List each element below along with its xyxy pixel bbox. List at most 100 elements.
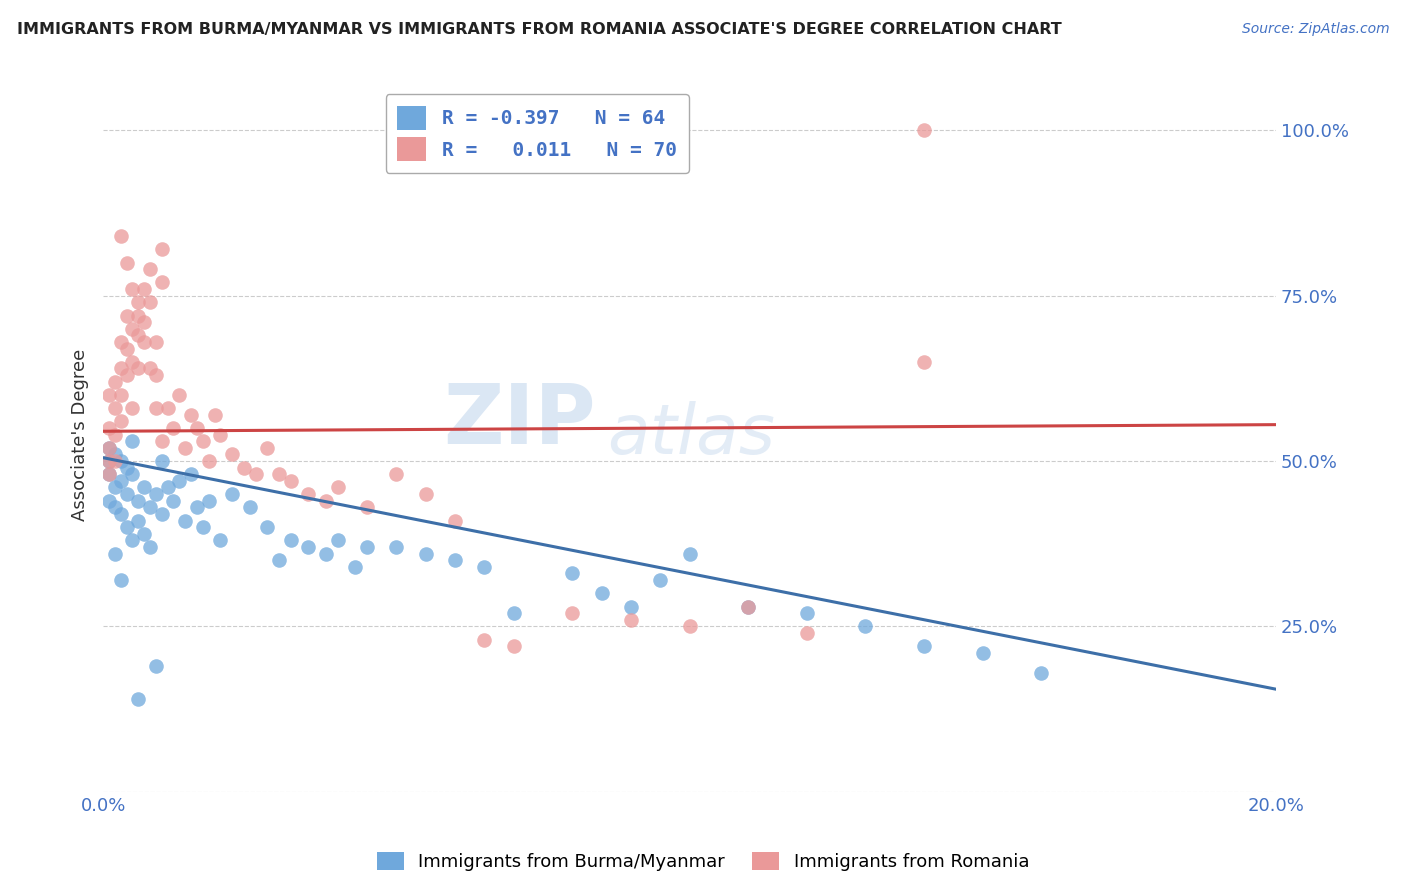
Point <box>115 487 138 501</box>
Y-axis label: Associate's Degree: Associate's Degree <box>72 349 89 521</box>
Point <box>239 500 262 515</box>
Point <box>209 533 232 548</box>
Point <box>121 355 143 369</box>
Point <box>620 613 643 627</box>
Point <box>1031 665 1053 680</box>
Point <box>98 454 121 468</box>
Point <box>139 540 162 554</box>
Point <box>232 460 254 475</box>
Text: Source: ZipAtlas.com: Source: ZipAtlas.com <box>1241 22 1389 37</box>
Point <box>115 368 138 382</box>
Point <box>156 401 179 416</box>
Point <box>115 460 138 475</box>
Point <box>315 547 337 561</box>
Point <box>145 487 167 501</box>
Point <box>127 309 149 323</box>
Point <box>561 606 583 620</box>
Point <box>326 533 349 548</box>
Point <box>104 375 127 389</box>
Point <box>267 553 290 567</box>
Point <box>180 467 202 482</box>
Point <box>221 487 243 501</box>
Point <box>186 421 208 435</box>
Point <box>134 526 156 541</box>
Point <box>415 487 437 501</box>
Point <box>127 295 149 310</box>
Point <box>145 659 167 673</box>
Point <box>561 566 583 581</box>
Point <box>912 123 935 137</box>
Point <box>121 401 143 416</box>
Point <box>502 639 524 653</box>
Point <box>104 401 127 416</box>
Point <box>150 434 173 449</box>
Point <box>98 454 121 468</box>
Point <box>127 514 149 528</box>
Point <box>591 586 613 600</box>
Point <box>191 434 214 449</box>
Point <box>737 599 759 614</box>
Point <box>297 540 319 554</box>
Point <box>204 408 226 422</box>
Point <box>121 533 143 548</box>
Point <box>972 646 994 660</box>
Point <box>796 606 818 620</box>
Point <box>110 414 132 428</box>
Point <box>150 454 173 468</box>
Point <box>256 520 278 534</box>
Point <box>650 573 672 587</box>
Point <box>169 388 191 402</box>
Point <box>110 361 132 376</box>
Point <box>104 447 127 461</box>
Point <box>912 639 935 653</box>
Point <box>472 559 495 574</box>
Point <box>502 606 524 620</box>
Point <box>98 441 121 455</box>
Point <box>186 500 208 515</box>
Point <box>139 295 162 310</box>
Point <box>444 514 467 528</box>
Point <box>678 619 700 633</box>
Point <box>280 533 302 548</box>
Point <box>110 334 132 349</box>
Point <box>145 368 167 382</box>
Point <box>174 514 197 528</box>
Point <box>191 520 214 534</box>
Point <box>127 328 149 343</box>
Point <box>678 547 700 561</box>
Point <box>127 361 149 376</box>
Point <box>110 507 132 521</box>
Point <box>110 573 132 587</box>
Point <box>315 493 337 508</box>
Point <box>139 262 162 277</box>
Point <box>127 692 149 706</box>
Point <box>162 421 184 435</box>
Text: ZIP: ZIP <box>443 380 596 461</box>
Point <box>385 467 408 482</box>
Point <box>174 441 197 455</box>
Point <box>855 619 877 633</box>
Point <box>256 441 278 455</box>
Point <box>169 474 191 488</box>
Point <box>145 401 167 416</box>
Point <box>134 480 156 494</box>
Point <box>134 315 156 329</box>
Point <box>245 467 267 482</box>
Point <box>115 309 138 323</box>
Point <box>98 467 121 482</box>
Point <box>267 467 290 482</box>
Point <box>912 355 935 369</box>
Point <box>156 480 179 494</box>
Point <box>110 388 132 402</box>
Point <box>162 493 184 508</box>
Point <box>415 547 437 561</box>
Point <box>197 493 219 508</box>
Point <box>180 408 202 422</box>
Point <box>280 474 302 488</box>
Point <box>620 599 643 614</box>
Point <box>221 447 243 461</box>
Point <box>104 480 127 494</box>
Point <box>134 334 156 349</box>
Point <box>121 467 143 482</box>
Point <box>139 361 162 376</box>
